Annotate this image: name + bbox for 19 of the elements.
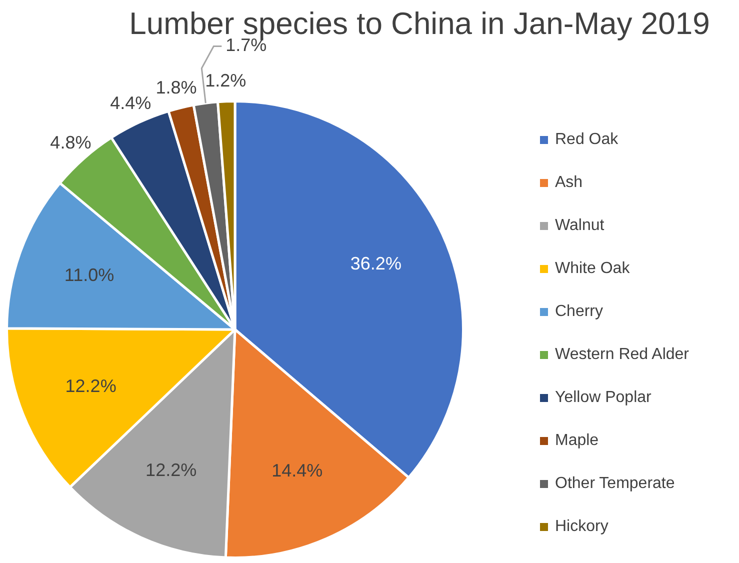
- legend-label: White Oak: [555, 260, 630, 278]
- legend-label: Hickory: [555, 518, 608, 536]
- legend-label: Yellow Poplar: [555, 388, 652, 406]
- data-label: 4.4%: [110, 93, 152, 114]
- legend-label: Cherry: [555, 302, 604, 320]
- data-label: 12.2%: [65, 376, 116, 396]
- legend-label: Ash: [555, 174, 583, 192]
- data-label: 4.8%: [50, 132, 92, 152]
- data-label: 12.2%: [146, 460, 197, 480]
- legend-label: Western Red Alder: [555, 346, 689, 364]
- legend-label: Walnut: [555, 216, 604, 234]
- legend-label: Maple: [555, 432, 599, 450]
- legend-label: Other Temperate: [555, 474, 675, 492]
- data-label: 1.8%: [156, 77, 197, 98]
- legend-label: Red Oak: [555, 130, 618, 148]
- data-label: 14.4%: [272, 460, 323, 481]
- data-label: 1.2%: [205, 70, 246, 90]
- data-label: 11.0%: [64, 265, 114, 286]
- data-label: 36.2%: [350, 253, 402, 274]
